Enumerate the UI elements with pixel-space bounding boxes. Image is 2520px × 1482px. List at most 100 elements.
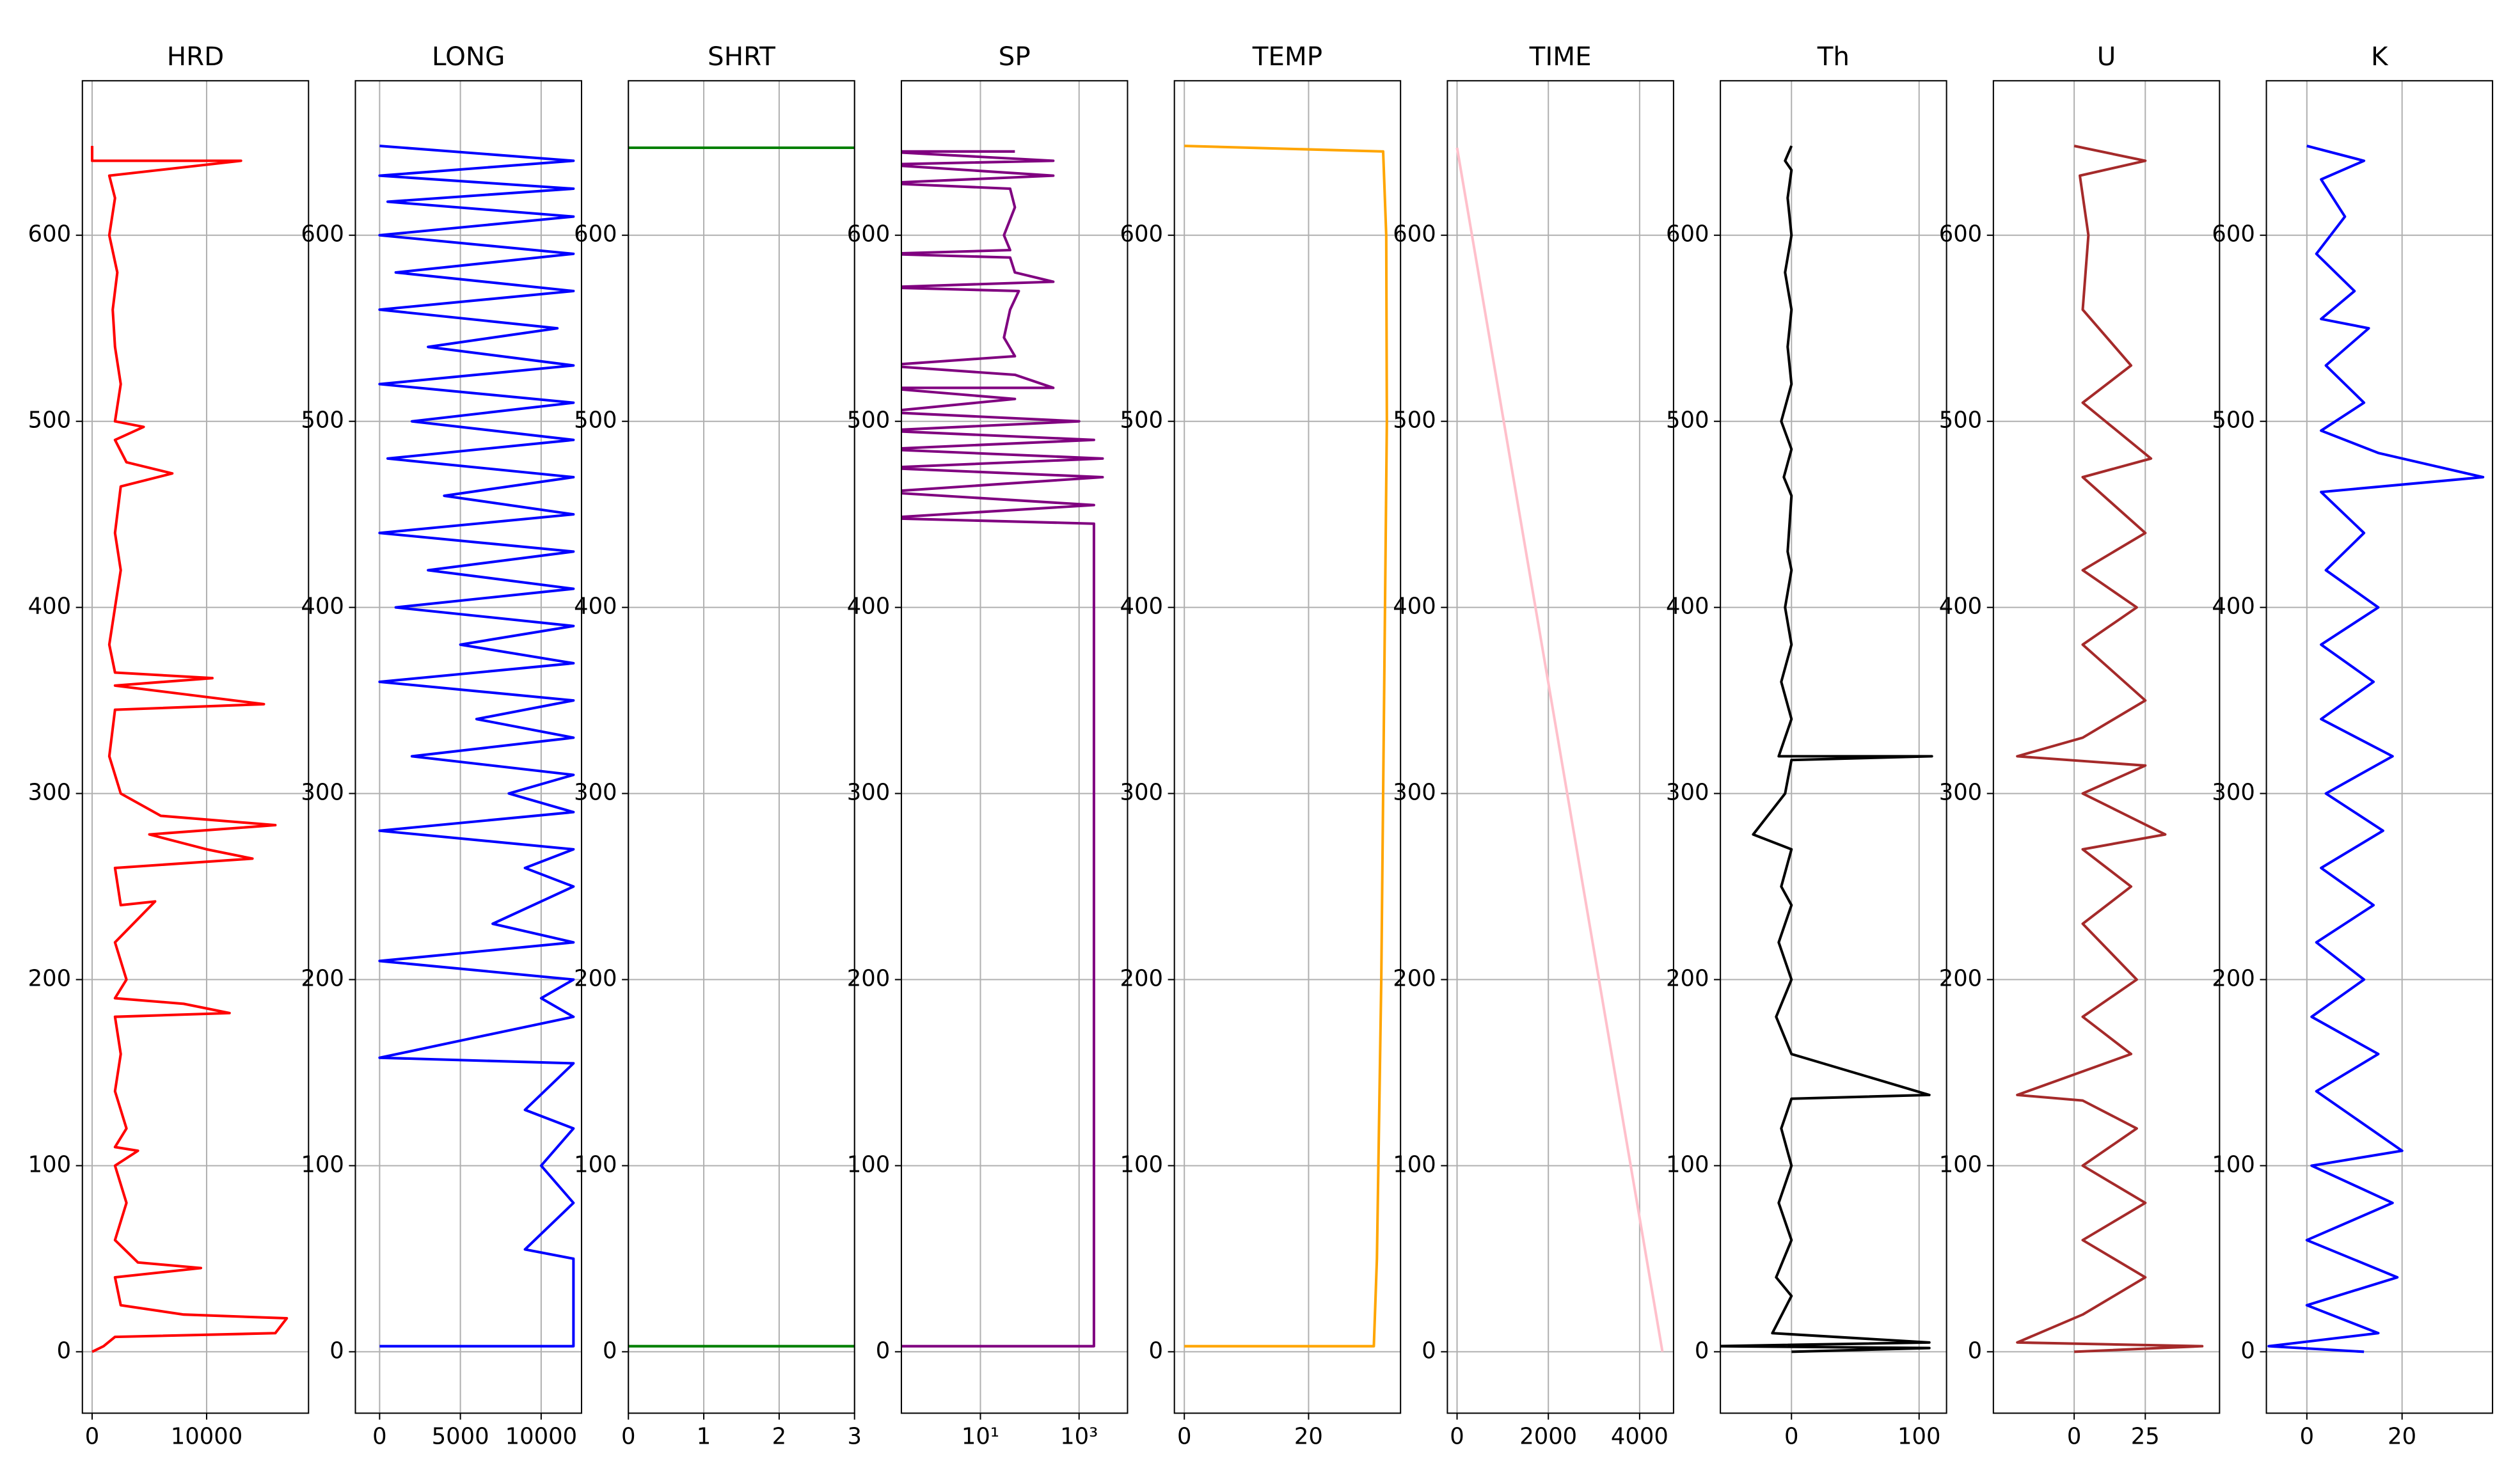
panel-title: SP	[999, 41, 1031, 72]
y-tick-label: 200	[28, 966, 71, 992]
log-line	[901, 150, 1104, 1348]
y-tick-label: 200	[847, 966, 890, 992]
y-tick-label: 300	[847, 780, 890, 806]
y-tick-label: 600	[1393, 221, 1436, 248]
log-line	[378, 145, 575, 1348]
axes-frame	[1992, 80, 2221, 1414]
y-tick-label: 300	[1939, 780, 1982, 806]
panel-title: LONG	[432, 41, 505, 72]
axes-frame	[354, 80, 583, 1414]
y-tick-label: 100	[574, 1151, 617, 1178]
y-tick-label: 300	[1666, 780, 1709, 806]
y-tick-label: 0	[1968, 1337, 1983, 1364]
y-tick-label: 100	[1666, 1151, 1709, 1178]
y-tick-label: 100	[1939, 1151, 1982, 1178]
x-tick-label: 3	[847, 1423, 862, 1449]
x-tick-label: 10000	[171, 1423, 242, 1449]
y-tick-label: 600	[28, 221, 71, 248]
y-tick-label: 300	[1393, 780, 1436, 806]
y-tick-label: 600	[301, 221, 344, 248]
y-tick-label: 0	[329, 1337, 344, 1364]
y-tick-label: 400	[574, 594, 617, 620]
y-tick-label: 100	[1393, 1151, 1436, 1178]
y-tick-label: 300	[301, 780, 344, 806]
panel-title: TIME	[1529, 41, 1592, 72]
x-tick-label: 5000	[432, 1423, 489, 1449]
y-tick-label: 0	[1695, 1337, 1709, 1364]
y-tick-label: 0	[1422, 1337, 1436, 1364]
log-line	[1184, 145, 1388, 1348]
y-tick-label: 200	[301, 966, 344, 992]
y-tick-label: 300	[1120, 780, 1163, 806]
y-tick-label: 200	[574, 966, 617, 992]
log-line	[90, 146, 289, 1353]
panel-title: SHRT	[708, 41, 775, 72]
log-line	[2267, 145, 2485, 1353]
x-tick-label: 0	[1450, 1423, 1464, 1449]
x-tick-label: 0	[2067, 1423, 2082, 1449]
axes-frame	[628, 80, 855, 1414]
y-tick-label: 500	[1939, 407, 1982, 434]
y-tick-label: 200	[1120, 966, 1163, 992]
panel-title: Th	[1817, 41, 1850, 72]
y-tick-label: 400	[28, 594, 71, 620]
y-tick-label: 600	[1666, 221, 1709, 248]
x-tick-label: 1	[697, 1423, 711, 1449]
y-tick-label: 100	[1120, 1151, 1163, 1178]
x-tick-label: 25	[2131, 1423, 2160, 1449]
y-tick-label: 400	[1666, 594, 1709, 620]
y-tick-label: 0	[603, 1337, 617, 1364]
y-tick-label: 300	[574, 780, 617, 806]
log-line	[1720, 145, 1933, 1353]
y-tick-label: 600	[1120, 221, 1163, 248]
y-tick-label: 0	[2240, 1337, 2255, 1364]
y-tick-label: 600	[574, 221, 617, 248]
y-tick-label: 200	[1939, 966, 1982, 992]
y-tick-label: 500	[847, 407, 890, 434]
x-tick-label: 0	[621, 1423, 636, 1449]
x-tick-label: 100	[1898, 1423, 1940, 1449]
axes-frame	[900, 80, 1129, 1414]
y-tick-label: 100	[301, 1151, 344, 1178]
y-tick-label: 400	[301, 594, 344, 620]
x-tick-label: 2000	[1519, 1423, 1577, 1449]
y-tick-label: 400	[1939, 594, 1982, 620]
y-tick-label: 300	[28, 780, 71, 806]
y-tick-label: 400	[1120, 594, 1163, 620]
y-tick-label: 0	[57, 1337, 72, 1364]
y-tick-label: 500	[574, 407, 617, 434]
log-line	[1455, 147, 1664, 1352]
axes-frame	[81, 80, 310, 1414]
log-line	[628, 146, 855, 1348]
y-tick-label: 600	[2212, 221, 2255, 248]
x-tick-label: 10¹	[962, 1423, 999, 1449]
panel-title: K	[2371, 41, 2389, 72]
y-tick-label: 100	[28, 1151, 71, 1178]
y-tick-label: 400	[1393, 594, 1436, 620]
x-tick-label: 2	[772, 1423, 787, 1449]
y-tick-label: 500	[2212, 407, 2255, 434]
panel-title: U	[2097, 41, 2116, 72]
y-tick-label: 500	[1393, 407, 1436, 434]
log-line	[2016, 145, 2204, 1353]
x-tick-label: 10³	[1060, 1423, 1098, 1449]
x-tick-label: 10000	[505, 1423, 577, 1449]
axes-frame	[1173, 80, 1402, 1414]
y-tick-label: 0	[876, 1337, 891, 1364]
panel-title: HRD	[167, 41, 225, 72]
y-tick-label: 500	[1120, 407, 1163, 434]
y-tick-label: 500	[28, 407, 71, 434]
x-tick-label: 0	[2300, 1423, 2315, 1449]
y-tick-label: 300	[2212, 780, 2255, 806]
y-tick-label: 0	[1149, 1337, 1164, 1364]
y-tick-label: 200	[2212, 966, 2255, 992]
y-tick-label: 600	[1939, 221, 1982, 248]
x-tick-label: 20	[1294, 1423, 1323, 1449]
y-tick-label: 500	[301, 407, 344, 434]
y-tick-label: 400	[2212, 594, 2255, 620]
x-tick-label: 20	[2388, 1423, 2416, 1449]
x-tick-label: 0	[1784, 1423, 1799, 1449]
x-tick-label: 0	[85, 1423, 100, 1449]
